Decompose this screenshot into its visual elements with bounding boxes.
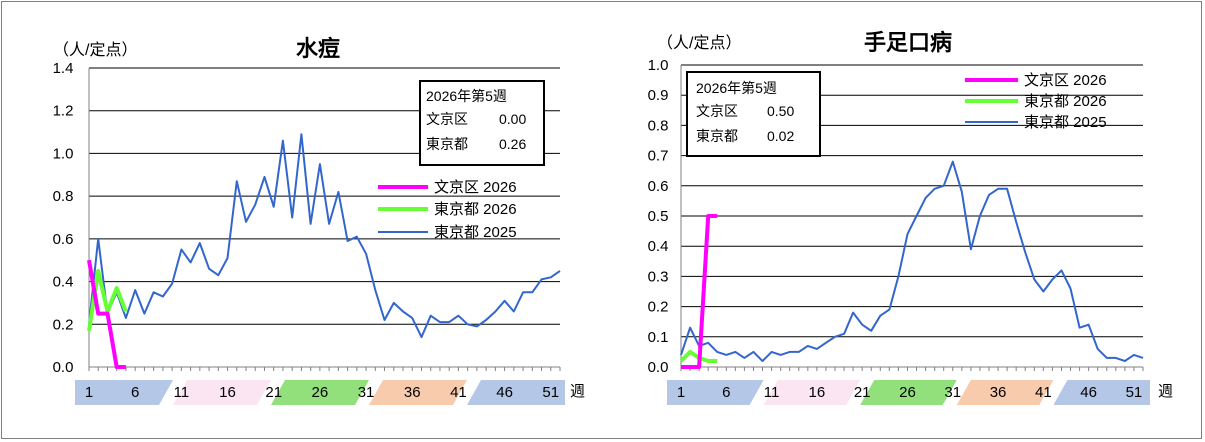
- legend-label: 文京区 2026: [1024, 72, 1107, 89]
- x-tick-label: 6: [131, 384, 139, 401]
- legend-label: 東京都 2025: [1024, 114, 1107, 131]
- week-band: [1053, 380, 1150, 405]
- week-band: [271, 380, 369, 405]
- x-tick-label: 41: [450, 384, 467, 401]
- chart-panel-2: 0.00.10.20.30.40.50.60.70.80.91.01 6 11 16 2…: [648, 30, 1173, 405]
- x-tick-label: 16: [219, 384, 236, 401]
- x-tick-label: 31: [358, 384, 375, 401]
- x-tick-label: 46: [1080, 384, 1097, 401]
- week-band: [369, 380, 467, 405]
- y-unit-label: （人/定点）: [53, 41, 137, 59]
- x-tick-label: 6: [722, 384, 730, 401]
- info-box-bunkyo-name: 文京区: [696, 103, 738, 119]
- chart-title: 水痘: [296, 36, 340, 61]
- y-tick-label: 0.4: [53, 274, 74, 291]
- y-tick-label: 0.6: [648, 178, 669, 195]
- legend-label: 東京都 2026: [1024, 93, 1107, 110]
- series-line-1: [87, 259, 126, 369]
- info-box-week: 2026年第5週: [696, 80, 777, 96]
- x-tick-label: 51: [1126, 384, 1143, 401]
- legend-label: 文京区 2026: [434, 179, 517, 196]
- info-box-bunkyo-name: 文京区: [426, 111, 468, 127]
- y-tick-label: 0.2: [648, 299, 669, 316]
- chart-panel-1: 0.00.20.40.60.81.01.21.41 6 11 16 21 26 31 36 41…: [53, 36, 585, 405]
- legend-label: 東京都 2025: [434, 224, 517, 241]
- y-tick-label: 1.2: [53, 103, 74, 120]
- info-box-bunkyo-value: 0.00: [499, 111, 526, 127]
- y-tick-label: 0.5: [648, 208, 669, 225]
- week-band: [467, 380, 565, 405]
- x-tick-label: 36: [404, 384, 421, 401]
- x-tick-label: 51: [542, 384, 559, 401]
- y-tick-label: 0.3: [648, 268, 669, 285]
- y-tick-label: 0.2: [53, 316, 74, 333]
- y-tick-label: 0.4: [648, 238, 669, 255]
- x-tick-label: 26: [312, 384, 329, 401]
- x-tick-label: 26: [899, 384, 916, 401]
- x-tick-label: 16: [809, 384, 826, 401]
- y-tick-label: 1.0: [53, 145, 74, 162]
- x-tick-label: 31: [944, 384, 961, 401]
- week-band: [860, 380, 957, 405]
- info-box-week: 2026年第5週: [426, 88, 507, 104]
- y-tick-label: 0.6: [53, 231, 74, 248]
- y-tick-label: 0.1: [648, 329, 669, 346]
- x-tick-label: 36: [990, 384, 1007, 401]
- x-tick-label: 1: [677, 384, 685, 401]
- y-tick-label: 1.0: [648, 57, 669, 74]
- x-tick-label: 46: [496, 384, 513, 401]
- x-tick-label: 21: [265, 384, 282, 401]
- x-tick-label: 11: [174, 384, 190, 401]
- week-band: [956, 380, 1054, 405]
- x-axis-label: 週: [570, 383, 585, 400]
- legend-label: 東京都 2026: [434, 201, 517, 218]
- week-band: [667, 380, 764, 405]
- info-box-bunkyo-value: 0.50: [767, 103, 794, 119]
- series-line-1: [681, 214, 718, 369]
- info-box-tokyo-value: 0.26: [499, 136, 526, 152]
- y-tick-label: 1.4: [53, 60, 74, 77]
- y-tick-label: 0.8: [648, 117, 669, 134]
- chart-title: 手足口病: [864, 30, 952, 55]
- y-unit-label: （人/定点）: [657, 34, 741, 52]
- info-box: [686, 71, 821, 157]
- x-tick-label: 21: [854, 384, 871, 401]
- info-box-tokyo-value: 0.02: [767, 128, 794, 144]
- info-box: [419, 80, 545, 166]
- series-line-3: [88, 133, 561, 339]
- y-tick-label: 0.7: [648, 148, 669, 165]
- x-tick-label: 41: [1035, 384, 1052, 401]
- week-band: [173, 380, 271, 405]
- x-tick-label: 1: [85, 384, 93, 401]
- y-tick-label: 0.0: [53, 359, 74, 376]
- info-box-tokyo-name: 東京都: [426, 136, 468, 152]
- x-axis-label: 週: [1158, 383, 1173, 400]
- x-tick-label: 11: [764, 384, 780, 401]
- y-tick-label: 0.9: [648, 87, 669, 104]
- y-tick-label: 0.0: [648, 359, 669, 376]
- week-band: [763, 380, 861, 405]
- series-line-3: [680, 160, 1144, 362]
- week-band: [75, 380, 173, 405]
- info-box-tokyo-name: 東京都: [696, 128, 738, 144]
- y-tick-label: 0.8: [53, 188, 74, 205]
